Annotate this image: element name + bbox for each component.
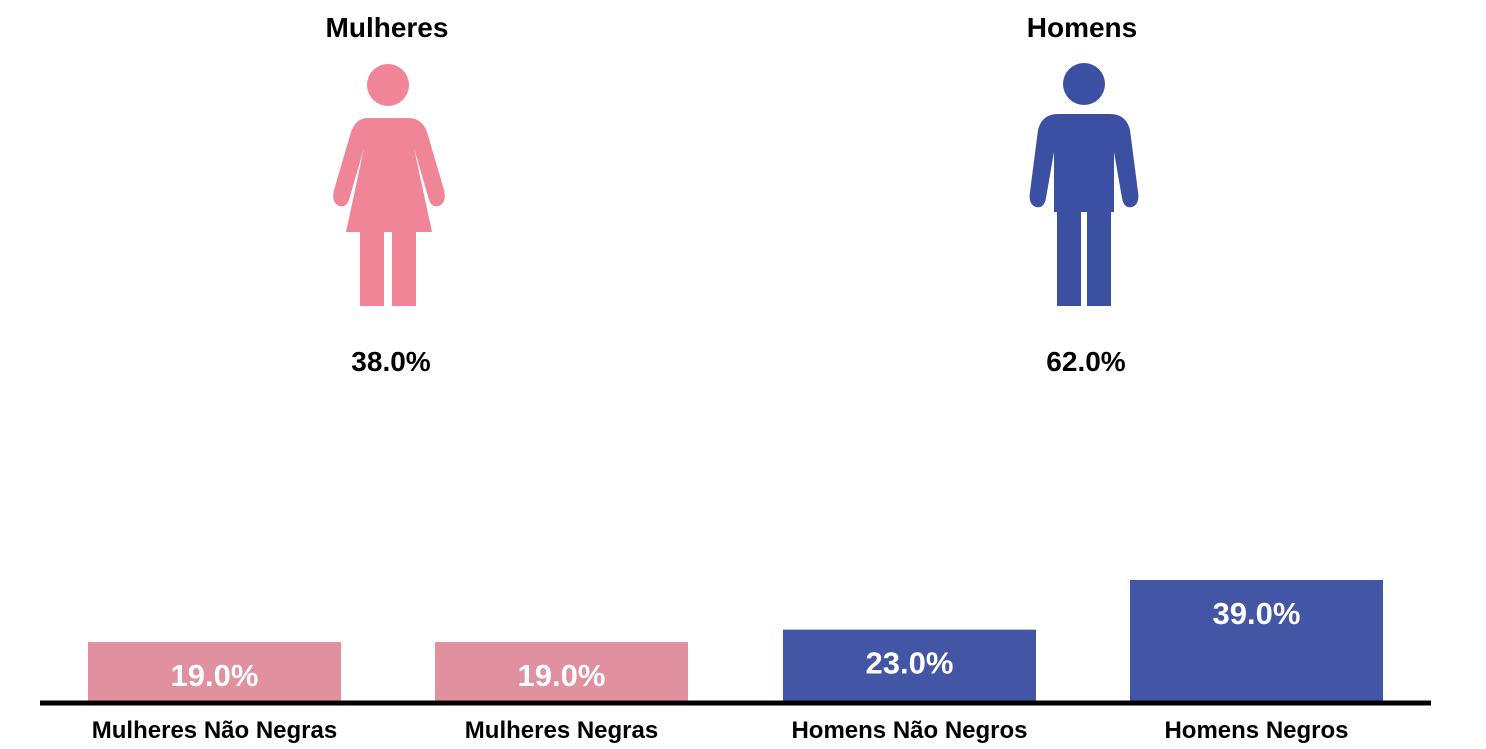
men-percentage: 62.0% [1046, 346, 1126, 377]
category-label: Homens Não Negros [791, 717, 1027, 744]
bar [88, 642, 341, 701]
bar-value-label: 19.0% [171, 658, 259, 693]
women-group-title: Mulheres [325, 12, 449, 43]
bar [783, 629, 1036, 701]
woman-icon [318, 62, 458, 308]
bar-value-label: 23.0% [866, 646, 954, 681]
bar-chart: 19.0% 19.0% 23.0% 39.0% Mulheres Não Negras… [40, 580, 1431, 744]
men-group-title: Homens [1026, 12, 1138, 43]
category-label: Mulheres Não Negras [92, 717, 337, 744]
women-percentage: 38.0% [351, 346, 431, 377]
category-label: Homens Negros [1164, 717, 1348, 744]
bar-value-label: 19.0% [518, 658, 606, 693]
bar [435, 642, 688, 701]
man-icon [1014, 62, 1154, 308]
bar [1130, 580, 1383, 701]
bar-value-label: 39.0% [1213, 596, 1301, 631]
category-label: Mulheres Negras [465, 717, 658, 744]
